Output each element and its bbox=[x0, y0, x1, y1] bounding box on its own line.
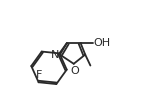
Text: OH: OH bbox=[94, 38, 111, 48]
Text: F: F bbox=[35, 70, 42, 80]
Text: O: O bbox=[70, 66, 79, 76]
Text: N: N bbox=[51, 50, 59, 60]
